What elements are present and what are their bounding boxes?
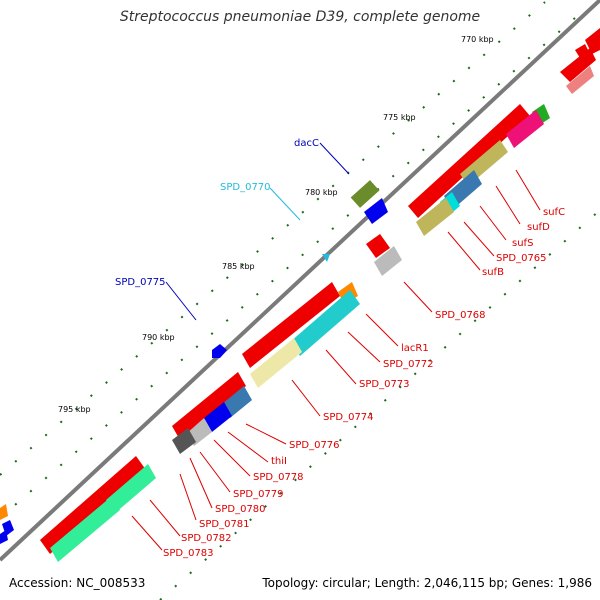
kbp-label-770: 770 kbp: [461, 35, 494, 44]
label-sufB: sufB: [482, 267, 504, 278]
leader-lines: [131, 142, 541, 551]
label-sufD: sufD: [527, 222, 550, 233]
label-SPD_0775: SPD_0775: [115, 277, 166, 288]
leader-SPD_0781: [179, 473, 197, 521]
leader-SPD_0768: [403, 281, 433, 313]
map-title: Streptococcus pneumoniae D39, complete g…: [119, 9, 481, 25]
leader-SPD_0779: [199, 451, 231, 493]
gene-SPD_0782-feature: [106, 464, 156, 514]
leader-SPD_0772: [347, 331, 381, 363]
gene-SPD_0768-feature: [374, 246, 402, 276]
gene-SPD_0775-arrow: [212, 344, 227, 358]
leader-sufD: [495, 185, 521, 225]
label-thiI: thiI: [271, 456, 287, 467]
inner-features: [40, 104, 550, 562]
gene-labels: dacC SPD_0770 SPD_0775 sufC sufD sufS SP…: [115, 138, 565, 559]
leader-SPD_0782: [149, 499, 181, 537]
leader-dacC: [319, 142, 350, 175]
gene-left-edge-c: [0, 530, 8, 544]
gene-SPD_0770-marker: [322, 254, 330, 262]
leader-SPD_0778: [213, 439, 251, 477]
gene-SPD_0779-feature: [172, 428, 196, 454]
gene-row-b: [242, 282, 340, 368]
gene-SPD_0768-arrow: [366, 234, 390, 258]
label-SPD_0782: SPD_0782: [181, 533, 232, 544]
label-SPD_0776: SPD_0776: [289, 440, 340, 451]
leader-SPD_0774: [291, 379, 321, 417]
gene-SPD_0776-feature: [222, 386, 252, 418]
leader-SPD_0783: [131, 515, 163, 551]
gene-SPD_0783-feature: [50, 496, 120, 562]
label-SPD_0774: SPD_0774: [323, 412, 374, 423]
gene-right-edge-d: [566, 66, 594, 94]
label-SPD_0783: SPD_0783: [163, 548, 214, 559]
leader-sufS: [479, 205, 507, 241]
gene-sufB-feature: [416, 198, 454, 236]
gene-left-edge-a: [0, 504, 8, 520]
leader-SPD_0765: [463, 221, 495, 257]
label-SPD_0778: SPD_0778: [253, 472, 304, 483]
label-lacR1: lacR1: [401, 343, 429, 354]
gene-sufD-feature: [506, 110, 544, 148]
label-SPD_0770: SPD_0770: [220, 182, 271, 193]
label-SPD_0765: SPD_0765: [496, 253, 547, 264]
gene-thiI-feature: [204, 402, 232, 432]
gene-dacC-feature: [350, 180, 380, 208]
label-SPD_0779: SPD_0779: [233, 489, 284, 500]
label-SPD_0780: SPD_0780: [215, 504, 266, 515]
label-SPD_0772: SPD_0772: [383, 359, 434, 370]
leader-SPD_0780: [189, 457, 213, 509]
kbp-label-790: 790 kbp: [142, 333, 175, 342]
accession-label: Accession: NC_008533: [9, 576, 146, 590]
label-sufC: sufC: [543, 207, 565, 218]
leader-SPD_0773: [325, 349, 357, 385]
gene-SPD_0772-feature: [290, 290, 360, 356]
gene-SPD_0773-feature: [250, 338, 302, 388]
kbp-label-775: 775 kbp: [383, 113, 416, 122]
label-SPD_0768: SPD_0768: [435, 310, 486, 321]
gene-right-edge-a: [575, 44, 589, 58]
label-dacC: dacC: [294, 138, 319, 149]
gene-row-c: [172, 372, 246, 440]
genome-backbone: [0, 0, 600, 562]
label-SPD_0781: SPD_0781: [199, 519, 250, 530]
leader-sufC: [515, 169, 541, 211]
kbp-label-785: 785 kbp: [222, 262, 255, 271]
kbp-label-780: 780 kbp: [305, 188, 338, 197]
gene-row-d: [40, 456, 146, 554]
leader-SPD_0775: [165, 281, 197, 321]
gene-row-a: [408, 104, 530, 218]
leader-SPD_0776: [245, 423, 287, 445]
label-sufS: sufS: [512, 238, 533, 249]
leader-sufB: [447, 231, 481, 271]
outer-features: [0, 28, 600, 544]
topology-label: Topology: circular; Length: 2,046,115 bp…: [262, 576, 592, 590]
leader-lacR1: [365, 313, 399, 347]
leader-SPD_0770: [269, 187, 301, 221]
gene-dacC-arrow: [364, 198, 388, 224]
gene-right-edge-c: [560, 48, 596, 82]
kbp-label-795: 795 kbp: [58, 405, 91, 414]
leader-thiI: [227, 431, 269, 463]
gene-right-edge-b: [585, 28, 600, 54]
label-SPD_0773: SPD_0773: [359, 379, 410, 390]
